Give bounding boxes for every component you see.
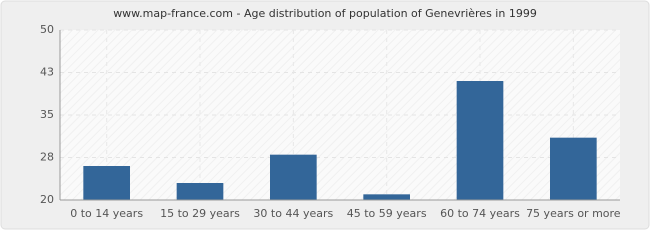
x-tick-label: 75 years or more [526,207,621,220]
bar [456,81,504,200]
y-tick-label: 43 [40,66,54,79]
bar [176,183,224,200]
x-tick-label: 30 to 44 years [253,207,333,220]
bar [363,194,410,200]
x-tick-label: 60 to 74 years [440,207,520,220]
x-tick-label: 45 to 59 years [347,207,427,220]
x-tick-label: 0 to 14 years [70,207,143,220]
bar [83,166,130,200]
chart: www.map-france.com - Age distribution of… [0,0,650,230]
bar [270,154,317,200]
page: {"chart_data": {"type": "bar", "title": … [0,0,650,230]
y-tick-label: 35 [40,108,54,121]
x-tick-label: 15 to 29 years [160,207,240,220]
y-tick-label: 50 [40,23,54,36]
y-tick-label: 28 [40,151,54,164]
bar [550,137,597,200]
y-tick-label: 20 [40,193,54,206]
chart-title: www.map-france.com - Age distribution of… [113,7,537,20]
